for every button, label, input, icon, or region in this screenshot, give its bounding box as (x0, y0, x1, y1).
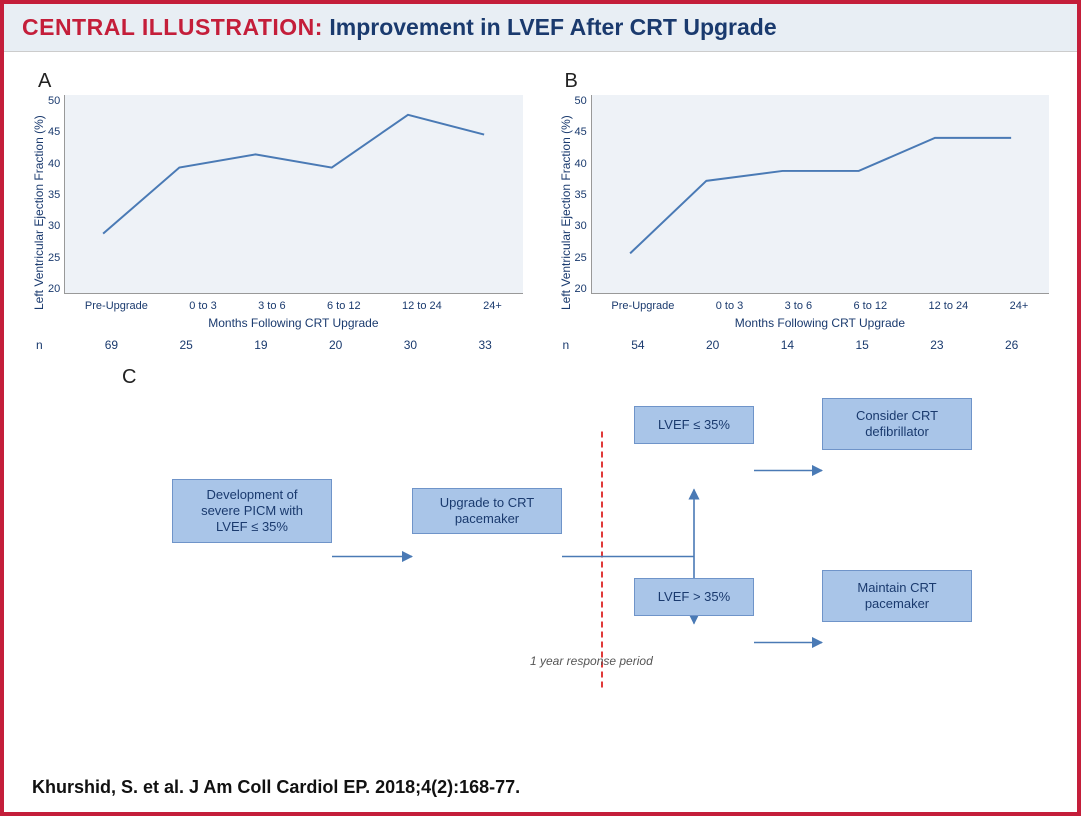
flow-node-n1: Development ofsevere PICM withLVEF ≤ 35% (172, 479, 332, 543)
xtick: 0 to 3 (189, 300, 217, 312)
panel-label-a: A (38, 70, 523, 93)
chart-a-xaxis: Pre-Upgrade 0 to 3 3 to 6 6 to 12 12 to 24 24… (64, 294, 522, 312)
citation: Khurshid, S. et al. J Am Coll Cardiol EP… (32, 767, 1049, 802)
chart-a-yaxis: 50 45 40 35 30 25 20 (46, 95, 64, 295)
chart-a-nvals: 69 25 19 20 30 33 (74, 338, 523, 352)
ytick: 50 (48, 95, 60, 107)
xtick: Pre-Upgrade (611, 300, 674, 312)
chart-b-plot (591, 95, 1049, 294)
flow-node-n5: Consider CRTdefibrillator (822, 398, 972, 450)
ytick: 30 (48, 220, 60, 232)
chart-b-nvals: 54 20 14 15 23 26 (601, 338, 1050, 352)
charts-row: A Left Ventricular Ejection Fraction (%)… (32, 70, 1049, 352)
ytick: 20 (575, 283, 587, 295)
xtick: 24+ (1010, 300, 1029, 312)
n-value: 20 (329, 338, 342, 352)
ytick: 30 (575, 220, 587, 232)
chart-a-nrow: n 69 25 19 20 30 33 (32, 338, 523, 352)
chart-a-plotcol: Pre-Upgrade 0 to 3 3 to 6 6 to 12 12 to 24 24… (64, 95, 522, 330)
chart-b: B Left Ventricular Ejection Fraction (%)… (559, 70, 1050, 352)
n-value: 25 (179, 338, 192, 352)
flowchart-c: C Development ofsevere PICM withLVEF ≤ 3… (32, 366, 1049, 767)
ytick: 35 (48, 189, 60, 201)
n-label-b: n (559, 338, 601, 352)
chart-a-xlabel: Months Following CRT Upgrade (64, 316, 522, 330)
xtick: 6 to 12 (854, 300, 888, 312)
chart-a-wrap: Left Ventricular Ejection Fraction (%) 5… (32, 95, 523, 330)
xtick: 3 to 6 (785, 300, 813, 312)
ytick: 40 (48, 158, 60, 170)
chart-b-plotcol: Pre-Upgrade 0 to 3 3 to 6 6 to 12 12 to 24 24… (591, 95, 1049, 330)
chart-b-wrap: Left Ventricular Ejection Fraction (%) 5… (559, 95, 1050, 330)
figure-content: A Left Ventricular Ejection Fraction (%)… (4, 52, 1077, 812)
xtick: 6 to 12 (327, 300, 361, 312)
chart-a-ylabel: Left Ventricular Ejection Fraction (%) (32, 95, 46, 330)
chart-b-yaxis: 50 45 40 35 30 25 20 (573, 95, 591, 295)
xtick: 12 to 24 (402, 300, 442, 312)
chart-b-nrow: n 54 20 14 15 23 26 (559, 338, 1050, 352)
n-value: 33 (478, 338, 491, 352)
n-label-a: n (32, 338, 74, 352)
figure-frame: CENTRAL ILLUSTRATION: Improvement in LVE… (0, 0, 1081, 816)
n-value: 19 (254, 338, 267, 352)
n-value: 54 (631, 338, 644, 352)
xtick: 0 to 3 (716, 300, 744, 312)
flow-node-n6: Maintain CRTpacemaker (822, 570, 972, 622)
ytick: 40 (575, 158, 587, 170)
flow-node-n2: Upgrade to CRTpacemaker (412, 488, 562, 534)
xtick: 24+ (483, 300, 502, 312)
ytick: 20 (48, 283, 60, 295)
figure-header: CENTRAL ILLUSTRATION: Improvement in LVE… (4, 4, 1077, 52)
flow-node-n4: LVEF > 35% (634, 578, 754, 616)
n-value: 26 (1005, 338, 1018, 352)
xtick: 3 to 6 (258, 300, 286, 312)
series-line (630, 138, 1011, 254)
chart-b-xlabel: Months Following CRT Upgrade (591, 316, 1049, 330)
ytick: 35 (575, 189, 587, 201)
chart-b-xaxis: Pre-Upgrade 0 to 3 3 to 6 6 to 12 12 to 24 24… (591, 294, 1049, 312)
n-value: 23 (930, 338, 943, 352)
n-value: 30 (404, 338, 417, 352)
n-value: 14 (781, 338, 794, 352)
ytick: 45 (575, 126, 587, 138)
ytick: 50 (575, 95, 587, 107)
n-value: 69 (105, 338, 118, 352)
header-title: Improvement in LVEF After CRT Upgrade (323, 14, 777, 40)
xtick: 12 to 24 (928, 300, 968, 312)
ytick: 45 (48, 126, 60, 138)
header-prefix: CENTRAL ILLUSTRATION: (22, 14, 323, 40)
ytick: 25 (48, 252, 60, 264)
chart-a-plot (64, 95, 522, 294)
xtick: Pre-Upgrade (85, 300, 148, 312)
response-period-caption: 1 year response period (530, 654, 653, 668)
panel-label-b: B (565, 70, 1050, 93)
ytick: 25 (575, 252, 587, 264)
n-value: 15 (855, 338, 868, 352)
chart-a: A Left Ventricular Ejection Fraction (%)… (32, 70, 523, 352)
series-line (103, 115, 484, 234)
chart-b-ylabel: Left Ventricular Ejection Fraction (%) (559, 95, 573, 330)
flow-node-n3: LVEF ≤ 35% (634, 406, 754, 444)
n-value: 20 (706, 338, 719, 352)
